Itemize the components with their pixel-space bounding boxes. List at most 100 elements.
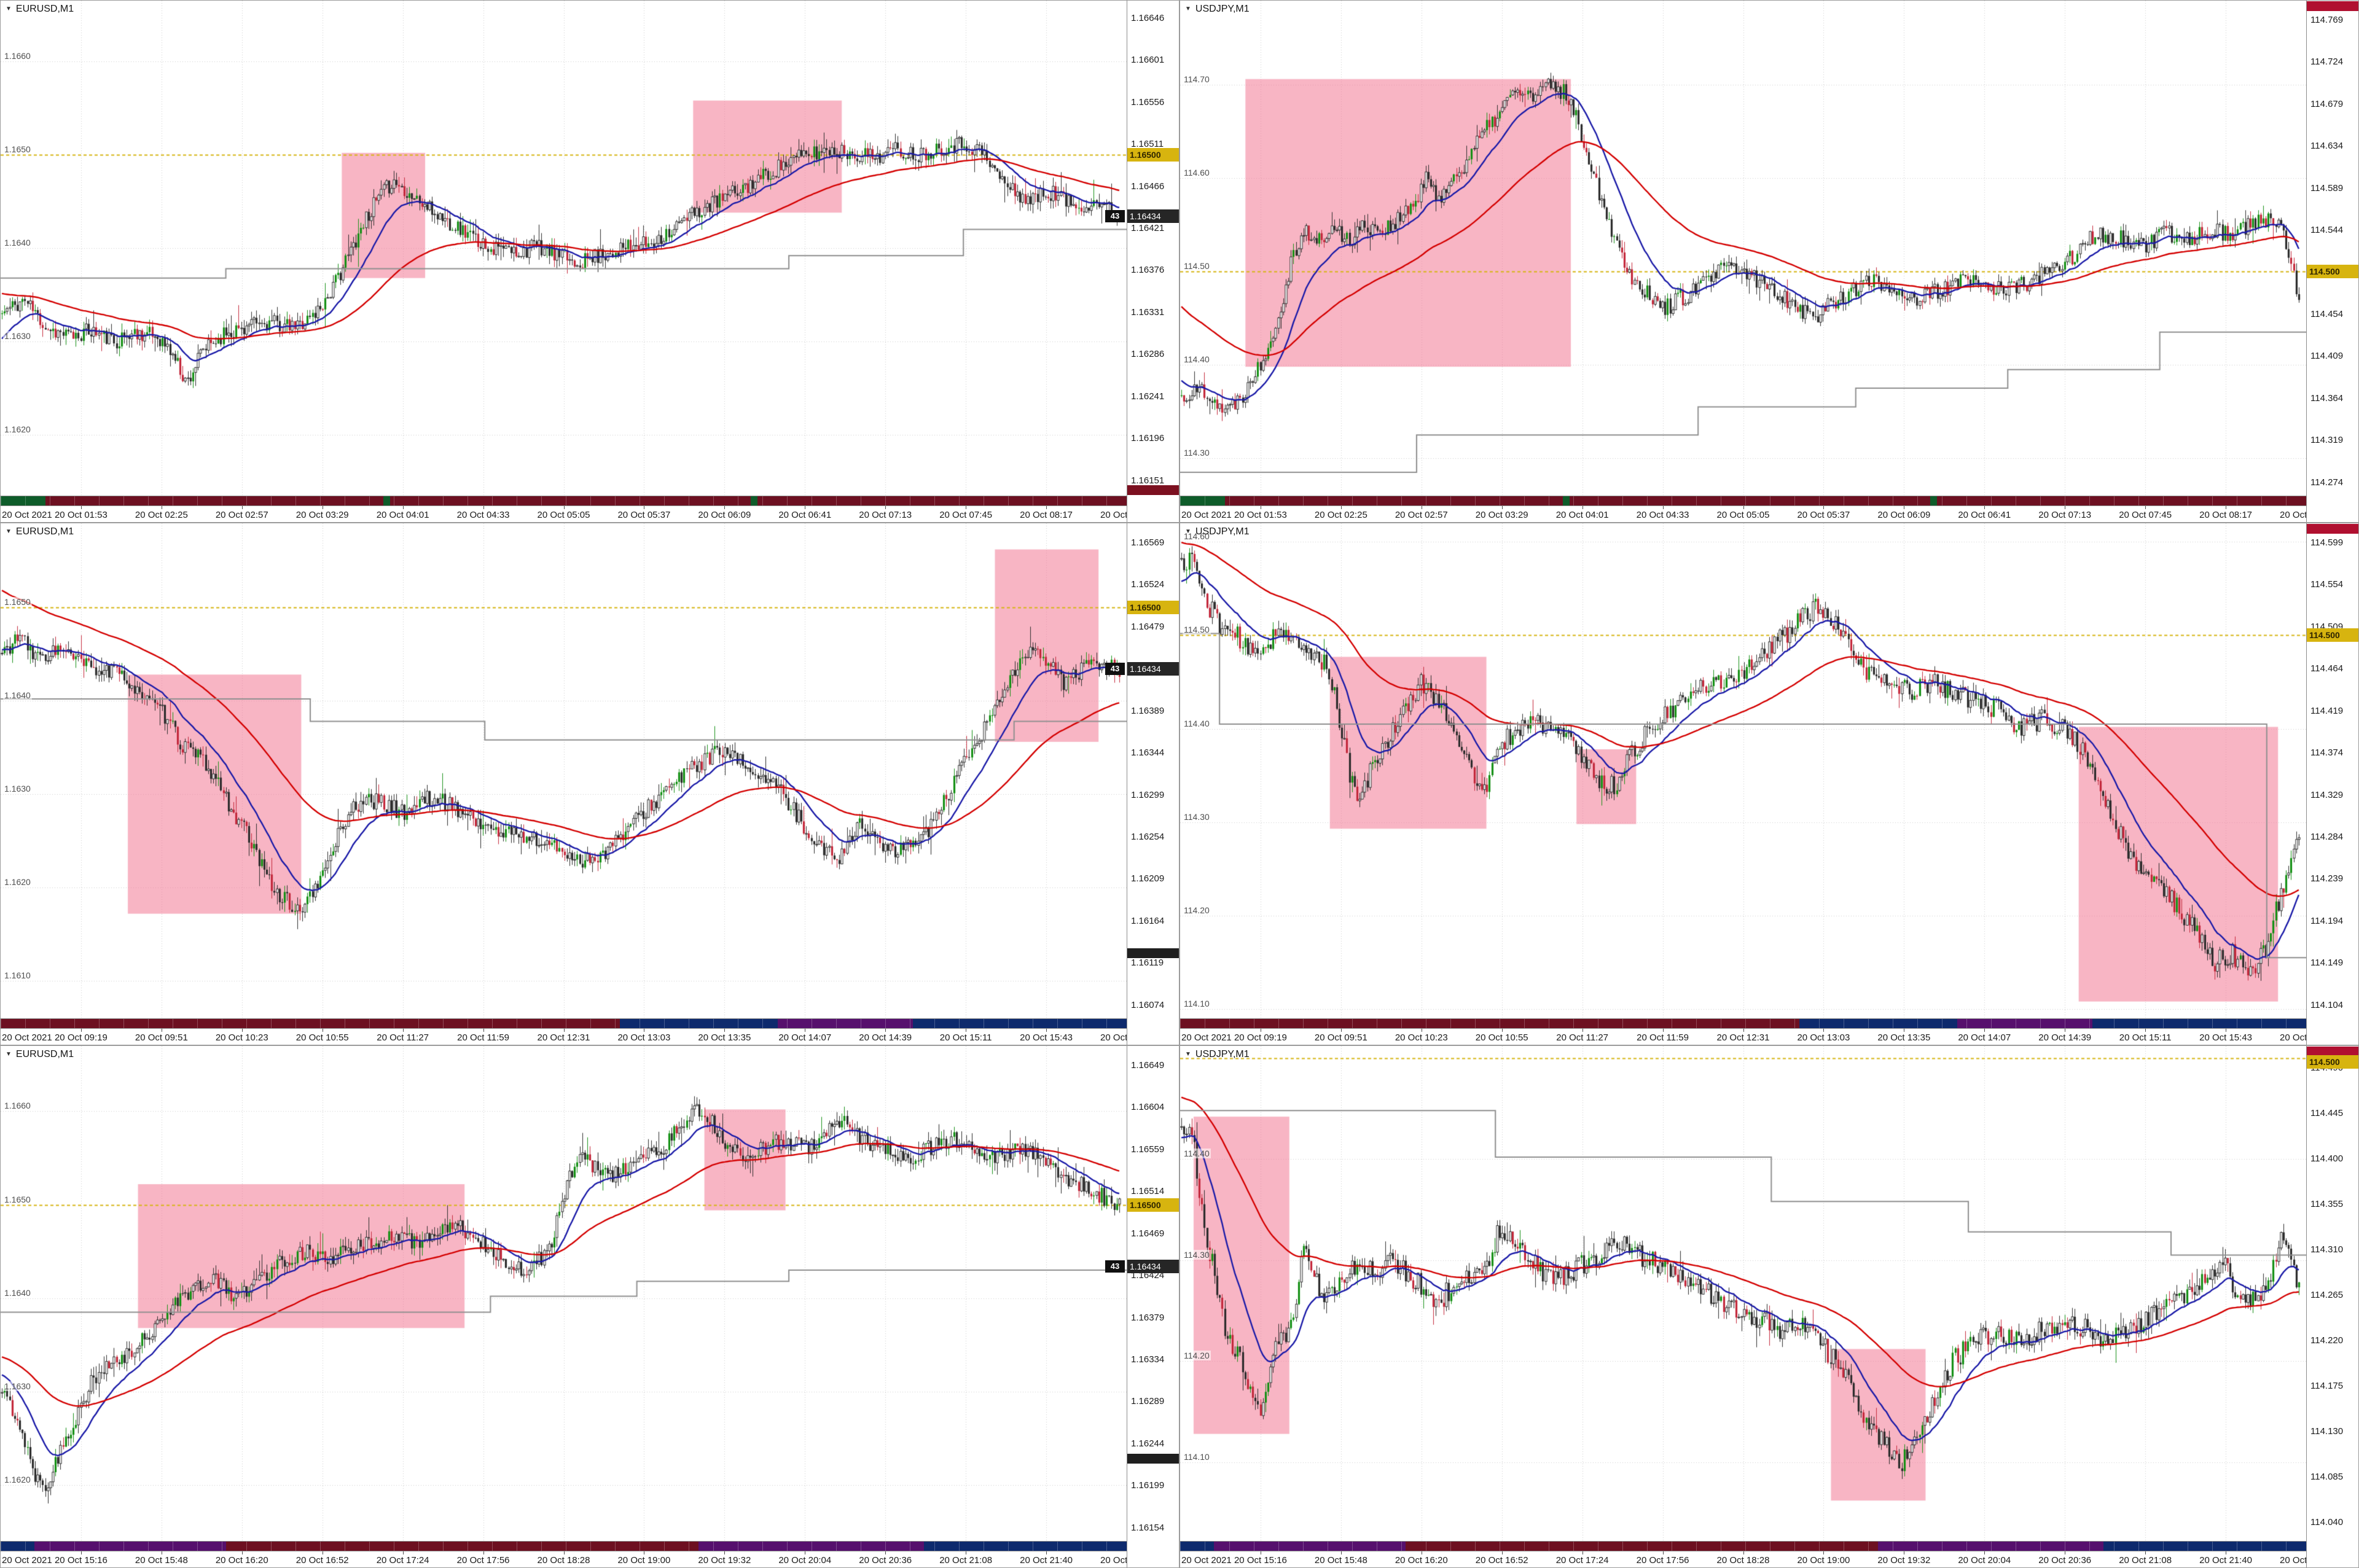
session-strip-segment [1,496,46,505]
time-label: 20 Oct 02:25 [1314,510,1367,520]
chart-symbol-menu[interactable]: ▼ USDJPY,M1 [1185,1049,1250,1060]
chart-symbol-menu[interactable]: ▼ EURUSD,M1 [6,1049,74,1060]
price-axis[interactable]: 1.16569 1.16524 1.16479 1.16434 1.16389 1.163… [1127,523,1179,1045]
time-tick [1340,1551,1342,1554]
price-tick: 1.16244 [1131,1438,1165,1449]
price-tick: 1.16334 [1131,1354,1165,1365]
time-label: 20 Oct 09:51 [1314,1032,1367,1043]
time-tick [1582,1551,1583,1554]
session-strip-segment [757,496,1127,505]
session-strip-segment [2092,1019,2306,1028]
time-axis[interactable]: 20 Oct 2021 20 Oct 01:53 20 Oct 02:25 20 Oc… [1180,506,2333,522]
clamped-price-tag [1127,1454,1179,1464]
bid-pips-badge: 43 [1105,210,1125,223]
chart-panel-usdjpy-session2: ▼ USDJPY,M1 114.60 114.50 114.40 114.30 114.… [1180,523,2359,1045]
bid-price-tag: 1.16434 [1127,662,1179,676]
time-label: 20 Oct 13:03 [1797,1032,1850,1043]
chart-plot[interactable]: ▼ EURUSD,M1 1.1650 1.1640 1.1630 1.1620 1.16… [1,523,1127,1019]
time-label: 20 Oct 17:56 [1636,1555,1689,1566]
time-tick [1823,506,1825,509]
time-axis[interactable]: 20 Oct 2021 20 Oct 01:53 20 Oct 02:25 20 Oc… [1,506,1153,522]
price-axis[interactable]: 1.16649 1.16604 1.16559 1.16514 1.16469 1.164… [1127,1046,1179,1567]
time-tick [885,506,886,509]
time-tick [1046,506,1047,509]
time-label: 20 Oct 20:04 [778,1555,832,1566]
session-strip-segment [1,1019,620,1028]
time-label: 20 Oct 20:04 [1958,1555,2011,1566]
price-tick: 114.464 [2310,663,2344,674]
session-strip-segment [1180,1019,1800,1028]
chevron-down-icon: ▼ [1185,1051,1191,1058]
price-tick: 114.554 [2310,579,2344,590]
chart-symbol-menu[interactable]: ▼ USDJPY,M1 [1185,4,1250,15]
session-strip-segment [1563,496,1570,505]
session-strip-segment [777,1019,913,1028]
time-label: 20 Oct 07:13 [859,510,912,520]
time-label: 20 Oct 19:00 [1797,1555,1850,1566]
time-label: 20 Oct 2021 [2,1032,52,1043]
time-label: 20 Oct 19:32 [698,1555,751,1566]
time-label: 20 Oct 02:57 [1395,510,1448,520]
price-tick: 114.175 [2310,1381,2344,1392]
price-tick: 1.16286 [1131,349,1165,360]
price-axis[interactable]: 114.490114.445114.400114.355114.310114.2… [2306,1046,2358,1567]
chart-plot[interactable]: ▼ USDJPY,M1 114.60 114.50 114.40 114.30 114.… [1180,523,2306,1019]
time-label: 20 Oct 17:56 [456,1555,510,1566]
time-tick [241,1029,243,1032]
chart-plot[interactable]: ▼ USDJPY,M1 114.70 114.60 114.50 114.40 114.… [1180,1,2306,496]
time-tick [402,1029,404,1032]
price-axis[interactable]: 114.769 114.724 114.679 114.634 114.589 114.5… [2306,1,2358,522]
price-tick: 114.679 [2310,98,2344,109]
chart-plot[interactable]: ▼ USDJPY,M1 114.40 114.30 114.20 114.10 [1180,1046,2306,1542]
price-tick: 114.454 [2310,308,2344,319]
time-tick [724,1029,726,1032]
chart-panel-usdjpy-session1: ▼ USDJPY,M1 114.70 114.60 114.50 114.40 114.… [1180,0,2359,523]
session-strip-segment [924,1542,1127,1551]
time-tick [2145,506,2146,509]
price-tick: 1.16479 [1131,621,1165,632]
time-label: 20 Oct 16:52 [1475,1555,1528,1566]
time-label: 20 Oct 15:48 [1314,1555,1367,1566]
time-label: 20 Oct 17:24 [376,1555,429,1566]
chart-plot[interactable]: ▼ EURUSD,M1 1.1660 1.1650 1.1640 1.1630 1.16… [1,1046,1127,1542]
time-axis[interactable]: 20 Oct 2021 20 Oct 09:19 20 Oct 09:51 20 Oc… [1,1029,1153,1045]
price-axis[interactable]: 1.16646 1.16601 1.16556 1.16511 1.16466 1.164… [1127,1,1179,522]
chart-symbol-menu[interactable]: ▼ EURUSD,M1 [6,526,74,537]
time-tick [1984,1551,1985,1554]
chevron-down-icon: ▼ [1185,6,1191,12]
time-tick [1743,1029,1744,1032]
time-label: 20 Oct 06:41 [1958,510,2011,520]
time-label: 20 Oct 04:01 [1555,510,1609,520]
candlestick-canvas[interactable] [1,1,1127,496]
session-strip-segment [1213,1542,1406,1551]
time-label: 20 Oct 07:45 [939,510,993,520]
candlestick-canvas[interactable] [1180,1,2306,496]
chart-plot[interactable]: ▼ EURUSD,M1 1.1660 1.1650 1.1640 1.1630 1.16… [1,1,1127,496]
time-axis[interactable]: 20 Oct 2021 20 Oct 15:16 20 Oct 15:48 20 Oc… [1180,1551,2333,1567]
chart-symbol-menu[interactable]: ▼ EURUSD,M1 [6,4,74,15]
time-label: 20 Oct 15:11 [939,1032,992,1043]
time-label: 20 Oct 04:33 [1636,510,1689,520]
time-label: 20 Oct 11:27 [1556,1032,1609,1043]
candlestick-canvas[interactable] [1,523,1127,1018]
time-label: 20 Oct 21:08 [2119,1555,2172,1566]
price-tick: 114.409 [2310,351,2344,362]
chevron-down-icon: ▼ [1185,528,1191,535]
time-axis[interactable]: 20 Oct 2021 20 Oct 15:16 20 Oct 15:48 20 Oc… [1,1551,1153,1567]
price-axis[interactable]: 114.599 114.554 114.509 114.464 114.419 114.3… [2306,523,2358,1045]
time-label: 20 Oct 10:55 [295,1032,349,1043]
symbol-timeframe-label: EURUSD,M1 [15,1049,74,1059]
price-tick: 1.16241 [1131,391,1165,402]
time-label: 20 Oct 10:23 [215,1032,268,1043]
time-tick [563,506,565,509]
time-axis[interactable]: 20 Oct 2021 20 Oct 09:19 20 Oct 09:51 20 Oc… [1180,1029,2333,1045]
candlestick-canvas[interactable] [1180,1046,2306,1541]
candlestick-canvas[interactable] [1,1046,1127,1541]
session-strip-segment [750,496,757,505]
time-tick [885,1551,886,1554]
price-tick: 1.16299 [1131,789,1165,800]
candlestick-canvas[interactable] [1180,523,2306,1018]
chart-symbol-menu[interactable]: ▼ USDJPY,M1 [1185,526,1250,537]
time-label: 20 Oct 21:40 [2199,1555,2253,1566]
price-tick: 1.16289 [1131,1396,1165,1407]
